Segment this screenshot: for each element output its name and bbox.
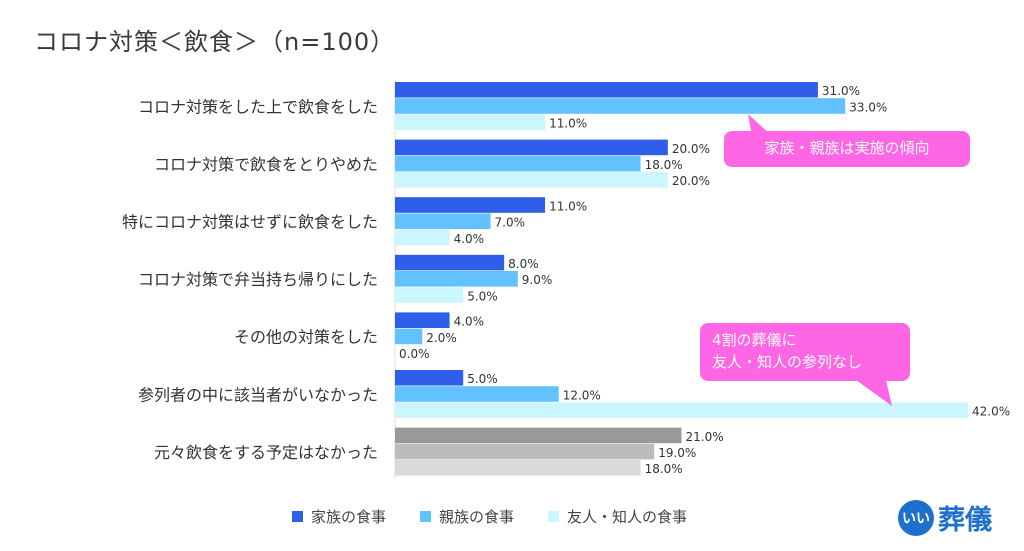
bar-3-0 xyxy=(395,254,505,271)
value-label: 11.0% xyxy=(549,199,587,213)
bar-6-1 xyxy=(395,443,655,460)
bar-chart: コロナ対策をした上で飲食をした 31.0% 33.0% 11.0% コロナ対策で飲食をと… xyxy=(122,80,1010,480)
value-label: 18.0% xyxy=(645,462,683,476)
bar-6-2 xyxy=(395,460,641,476)
value-label: 7.0% xyxy=(495,216,526,230)
value-label: 12.0% xyxy=(563,388,601,402)
callout-family-trend: 家族・親族は実施の傾向 xyxy=(724,131,970,167)
value-label: 4.0% xyxy=(454,315,485,329)
value-label: 18.0% xyxy=(645,158,683,172)
bar-3-2 xyxy=(395,287,464,303)
bar-4-0 xyxy=(395,312,450,328)
category-label: コロナ対策で弁当持ち帰りにした xyxy=(138,270,378,289)
bar-0-2 xyxy=(395,114,546,130)
callout-friends-tail xyxy=(856,380,892,406)
category-label: コロナ対策で飲食をとりやめた xyxy=(154,155,378,174)
bar-1-2 xyxy=(395,172,668,188)
bar-1-0 xyxy=(395,139,668,156)
legend-label-family: 家族の食事 xyxy=(311,508,387,526)
bar-2-2 xyxy=(395,229,450,246)
value-label: 31.0% xyxy=(822,84,860,98)
bar-2-0 xyxy=(395,197,546,213)
value-label: 5.0% xyxy=(467,372,498,386)
callout-friends-line2: 友人・知人の参列なし xyxy=(712,353,863,371)
logo-text: 葬儀 xyxy=(938,505,992,536)
chart-title: コロナ対策＜飲食＞（n=100） xyxy=(34,28,396,56)
bar-0-0 xyxy=(395,82,818,98)
value-label: 9.0% xyxy=(522,273,553,287)
chart-legend: 家族の食事 親族の食事 友人・知人の食事 xyxy=(292,506,687,527)
bar-6-0 xyxy=(395,427,682,444)
bar-5-2 xyxy=(395,402,968,418)
value-label: 19.0% xyxy=(658,446,696,460)
legend-swatch-relatives xyxy=(420,511,432,522)
value-label: 20.0% xyxy=(672,142,710,156)
legend-item-relatives: 親族の食事 xyxy=(420,506,514,527)
bar-5-1 xyxy=(395,386,559,402)
value-label: 33.0% xyxy=(849,100,887,114)
callout-friends-line1: 4割の葬儀に xyxy=(712,331,797,349)
value-label: 20.0% xyxy=(672,174,710,188)
legend-swatch-friends xyxy=(548,511,560,522)
value-label: 8.0% xyxy=(508,257,538,271)
category-label: コロナ対策をした上で飲食をした xyxy=(138,97,378,116)
value-label: 4.0% xyxy=(454,232,485,246)
category-label: 元々飲食をする予定はなかった xyxy=(154,443,378,462)
bar-0-1 xyxy=(395,98,846,114)
legend-label-friends: 友人・知人の食事 xyxy=(567,508,688,526)
callout-family-tail xyxy=(748,114,772,136)
brand-logo: いい 葬儀 xyxy=(898,498,992,537)
legend-item-family: 家族の食事 xyxy=(292,506,386,527)
legend-item-friends: 友人・知人の食事 xyxy=(548,506,687,527)
callout-friends: 4割の葬儀に 友人・知人の参列なし xyxy=(700,323,910,381)
value-label: 11.0% xyxy=(549,117,587,131)
value-label: 5.0% xyxy=(467,289,498,303)
logo-badge: いい xyxy=(898,499,934,536)
legend-swatch-family xyxy=(292,511,303,522)
callout-family-text: 家族・親族は実施の傾向 xyxy=(764,139,930,157)
value-label: 42.0% xyxy=(972,405,1010,419)
value-label: 0.0% xyxy=(399,347,430,361)
value-label: 21.0% xyxy=(686,430,724,444)
bar-3-1 xyxy=(395,271,518,287)
bar-1-1 xyxy=(395,155,641,172)
category-label: 参列者の中に該当者がいなかった xyxy=(138,385,378,404)
bar-2-1 xyxy=(395,213,491,229)
category-label: 特にコロナ対策はせずに飲食をした xyxy=(122,213,378,232)
value-label: 2.0% xyxy=(426,331,457,345)
category-label: その他の対策をした xyxy=(234,328,378,347)
bar-4-1 xyxy=(395,328,423,345)
legend-label-relatives: 親族の食事 xyxy=(439,508,515,526)
bar-5-0 xyxy=(395,370,464,386)
